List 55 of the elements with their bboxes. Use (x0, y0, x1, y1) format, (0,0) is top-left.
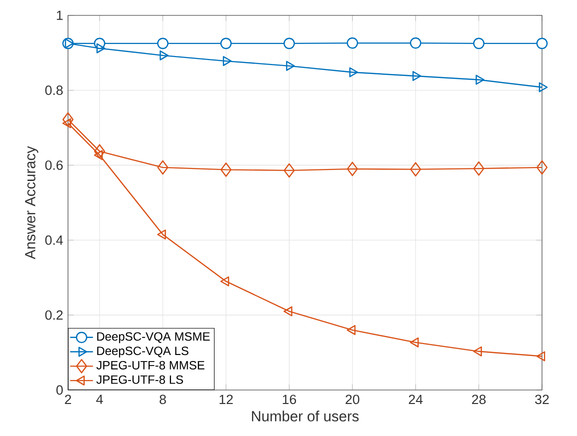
x-tick-label: 2 (64, 394, 72, 404)
x-tick-label: 20 (346, 394, 360, 404)
point (157, 230, 166, 240)
point (473, 346, 482, 356)
legend-label: JPEG-UTF-8 MMSE (96, 360, 204, 370)
y-tick-label: 0.6 (45, 160, 63, 170)
point (349, 67, 358, 78)
point (536, 351, 546, 362)
point (410, 37, 422, 49)
point (94, 144, 106, 159)
legend-label: JPEG-UTF-8 LS (96, 375, 184, 384)
point (220, 162, 232, 177)
x-tick-label: 16 (282, 394, 296, 404)
point (286, 60, 295, 71)
y-tick-label: 0.4 (45, 235, 63, 245)
point (536, 160, 548, 175)
point (410, 337, 419, 348)
point (473, 161, 484, 176)
x-tick-label: 28 (472, 394, 486, 404)
y-tick-label: 0.2 (45, 310, 63, 320)
point (284, 163, 295, 178)
point (62, 112, 74, 127)
point (538, 82, 548, 92)
y-axis-title: Answer Accuracy (25, 146, 38, 260)
point (346, 37, 358, 49)
point (346, 162, 358, 176)
point (96, 43, 106, 54)
point (94, 150, 103, 160)
x-tick-label: 32 (535, 394, 549, 404)
point (346, 325, 356, 336)
point (220, 276, 230, 286)
point (284, 306, 292, 316)
legend-label: DeepSC-VQA LS (97, 346, 188, 358)
y-tick-label: 1 (56, 10, 63, 20)
point (410, 162, 422, 177)
point (220, 38, 232, 50)
x-tick-label: 12 (220, 394, 233, 404)
point (412, 71, 422, 82)
point (157, 160, 168, 175)
point (476, 74, 484, 85)
point (284, 38, 295, 50)
x-tick-label: 24 (408, 394, 423, 404)
point (222, 56, 232, 66)
point (160, 50, 168, 60)
point (157, 38, 168, 50)
point (473, 38, 484, 50)
point (62, 118, 72, 128)
x-tick-label: 8 (160, 394, 166, 404)
x-tick-label: 4 (96, 394, 103, 404)
point (536, 38, 548, 50)
point (64, 38, 74, 48)
legend-label: DeepSC-VQA MSME (97, 332, 210, 344)
x-axis-title: Number of users (252, 410, 359, 422)
y-tick-label: 0 (56, 385, 63, 395)
y-tick-label: 0.8 (45, 86, 63, 95)
